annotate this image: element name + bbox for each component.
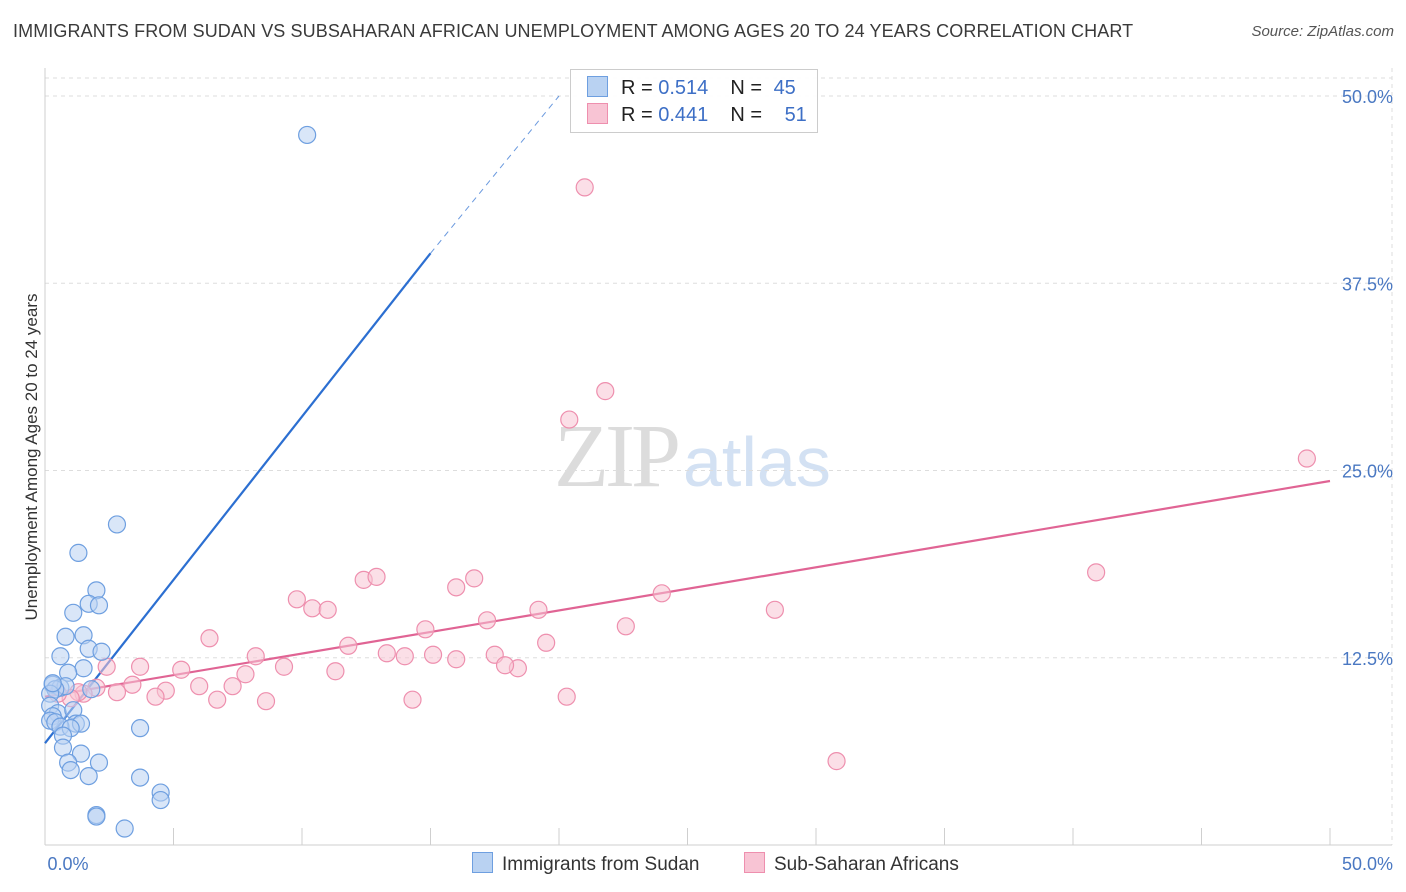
point-sudan xyxy=(43,674,62,693)
legend-r-value: 0.441 xyxy=(658,104,709,126)
point-subsaharan xyxy=(172,660,191,679)
point-subsaharan xyxy=(326,662,345,681)
point-subsaharan xyxy=(1297,449,1316,468)
bottom-legend-swatch-subsaharan xyxy=(744,852,765,873)
tick-labels: 12.5% 25.0% 37.5% 50.0% 0.0% 50.0% xyxy=(47,87,1393,874)
point-subsaharan xyxy=(318,600,337,619)
point-subsaharan xyxy=(190,677,209,696)
source-label: Source: ZipAtlas.com xyxy=(1251,23,1394,40)
trend-line-subsaharan xyxy=(44,479,1331,698)
point-sudan xyxy=(298,125,317,145)
axes xyxy=(44,68,1392,846)
point-sudan xyxy=(130,768,150,787)
point-subsaharan xyxy=(827,752,846,771)
point-subsaharan xyxy=(447,578,466,597)
legend-n-label: N = xyxy=(730,77,768,99)
point-sudan xyxy=(51,647,70,666)
point-subsaharan xyxy=(616,617,635,636)
point-subsaharan xyxy=(652,584,671,603)
point-subsaharan xyxy=(246,647,265,666)
legend-row-subsaharan: R = 0.441 N = 51 xyxy=(587,103,807,127)
point-sudan xyxy=(92,642,111,661)
point-subsaharan xyxy=(339,636,358,655)
point-subsaharan xyxy=(236,665,255,684)
point-sudan xyxy=(56,627,75,646)
point-subsaharan xyxy=(560,410,579,429)
point-sudan xyxy=(107,515,127,534)
point-subsaharan xyxy=(447,650,466,669)
point-subsaharan xyxy=(367,567,386,586)
point-subsaharan xyxy=(529,600,548,619)
point-subsaharan xyxy=(130,657,150,676)
legend-r-value: 0.514 xyxy=(658,77,709,99)
stats-legend: R = 0.514 N = 45 R = 0.441 N = 51 xyxy=(570,69,818,133)
point-subsaharan xyxy=(416,620,435,639)
point-subsaharan xyxy=(465,569,484,588)
point-sudan xyxy=(69,543,88,562)
legend-n-value: 51 xyxy=(784,104,807,126)
legend-swatch-sudan xyxy=(587,76,608,97)
bottom-legend-swatch-sudan xyxy=(472,852,493,873)
point-sudan xyxy=(130,719,150,738)
point-subsaharan xyxy=(107,683,127,702)
point-sudan xyxy=(89,596,109,615)
y-axis-label: Unemployment Among Ages 20 to 24 years xyxy=(22,294,41,621)
point-subsaharan xyxy=(223,677,242,696)
trend-line-sudan-extension xyxy=(430,95,560,254)
point-subsaharan xyxy=(200,629,219,648)
point-sudan xyxy=(74,659,93,678)
point-subsaharan xyxy=(1087,563,1106,582)
grid-lines xyxy=(45,68,1393,845)
point-subsaharan xyxy=(274,657,294,676)
point-subsaharan xyxy=(395,647,414,666)
point-subsaharan xyxy=(377,644,396,663)
legend-n-label: N = xyxy=(730,104,768,126)
x-tick-label: 50.0% xyxy=(1342,854,1393,874)
point-subsaharan xyxy=(495,656,515,675)
point-sudan xyxy=(87,807,106,826)
y-tick-label: 37.5% xyxy=(1342,274,1393,294)
legend-row-sudan: R = 0.514 N = 45 xyxy=(587,76,796,100)
point-subsaharan xyxy=(575,178,594,197)
point-subsaharan xyxy=(403,690,422,709)
bottom-legend-subsaharan: Sub-Saharan Africans xyxy=(744,852,959,876)
chart-title: IMMIGRANTS FROM SUDAN VS SUBSAHARAN AFRI… xyxy=(13,21,1134,41)
point-subsaharan xyxy=(537,633,556,652)
trend-lines xyxy=(44,95,1331,744)
watermark: ZIPatlas xyxy=(554,405,831,508)
legend-n-value: 45 xyxy=(773,77,796,99)
x-tick-label: 0.0% xyxy=(47,854,88,874)
y-tick-label: 25.0% xyxy=(1342,462,1393,482)
legend-r-label: R = xyxy=(621,104,659,126)
y-tick-label: 12.5% xyxy=(1342,649,1393,669)
point-subsaharan xyxy=(123,675,142,694)
watermark-atlas: atlas xyxy=(683,423,831,501)
point-sudan xyxy=(71,744,91,763)
point-subsaharan xyxy=(303,599,322,618)
point-subsaharan xyxy=(287,590,306,609)
point-sudan xyxy=(82,680,101,699)
bottom-legend-label-sudan: Immigrants from Sudan xyxy=(502,854,700,875)
point-sudan xyxy=(151,790,170,810)
y-tick-label: 50.0% xyxy=(1342,87,1393,107)
point-sudan xyxy=(64,603,83,622)
point-subsaharan xyxy=(208,690,227,709)
point-subsaharan xyxy=(596,382,615,401)
point-subsaharan xyxy=(557,687,576,706)
point-subsaharan xyxy=(477,611,497,630)
point-subsaharan xyxy=(146,687,165,706)
bottom-legend-label-subsaharan: Sub-Saharan Africans xyxy=(774,854,959,875)
point-sudan xyxy=(79,766,98,786)
point-subsaharan xyxy=(423,645,443,664)
data-points xyxy=(41,125,1316,838)
point-subsaharan xyxy=(256,692,276,711)
point-sudan xyxy=(89,753,109,772)
point-sudan xyxy=(115,819,134,838)
point-subsaharan xyxy=(765,600,784,619)
legend-swatch-subsaharan xyxy=(587,103,608,124)
legend-r-label: R = xyxy=(621,77,659,99)
bottom-legend-sudan: Immigrants from Sudan xyxy=(472,852,699,876)
point-sudan xyxy=(61,760,80,780)
